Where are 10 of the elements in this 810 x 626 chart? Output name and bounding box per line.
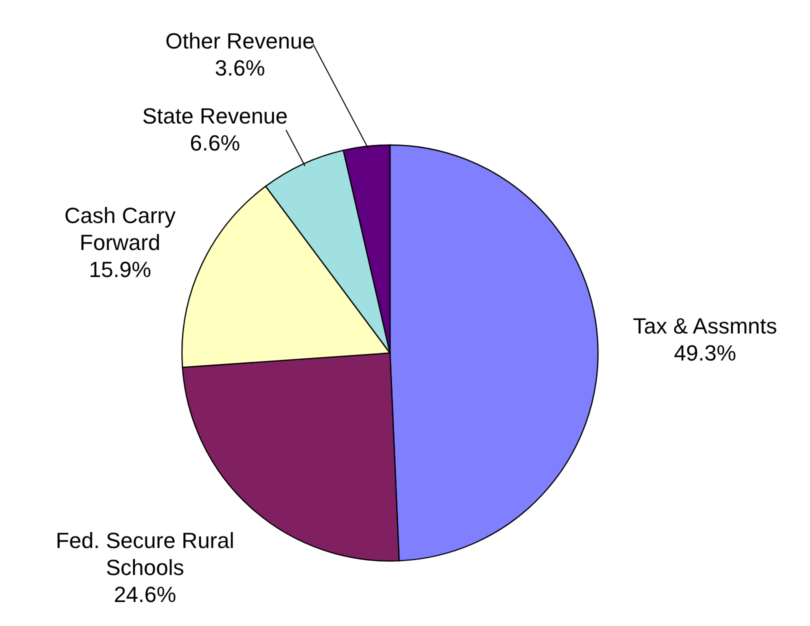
data-label: 15.9%	[88, 257, 152, 282]
data-label: 24.6%	[114, 582, 176, 607]
slice-label: Cash Carry Forward	[64, 203, 176, 255]
data-label: 49.3%	[674, 340, 736, 366]
slice-label: Other Revenue	[165, 28, 315, 54]
slice-label: State Revenue	[142, 104, 288, 128]
slice-label: Tax & Assmnts	[632, 314, 778, 338]
slice-label: Fed. Secure Rural Schools	[56, 528, 234, 580]
data-label: 6.6%	[190, 130, 240, 156]
data-label: 3.6%	[214, 56, 266, 80]
